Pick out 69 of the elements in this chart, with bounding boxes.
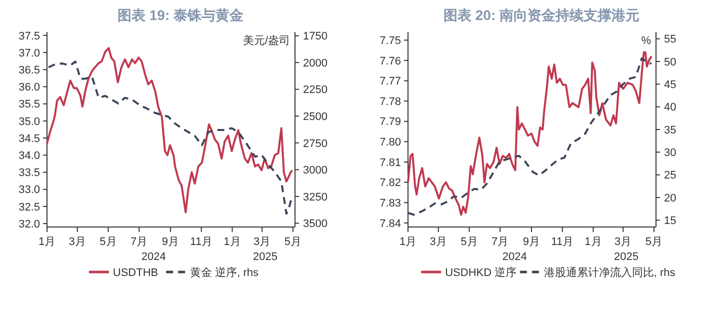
y2-tick-label: 50 — [664, 56, 676, 68]
x-tick-label: 5月 — [460, 236, 478, 248]
x-tick-label: 11月 — [551, 236, 574, 248]
y-tick-label: 7.79 — [380, 116, 401, 128]
y-tick-label: 37.5 — [18, 30, 40, 42]
y2-tick-label: 25 — [664, 170, 676, 182]
x-tick-label: 1月 — [38, 236, 56, 248]
legend-label: USDHKD 逆序 — [445, 266, 517, 279]
y-tick-label: 35.5 — [18, 98, 40, 111]
y-tick-label: 37.0 — [18, 47, 40, 60]
legend-label: 黄金 逆序, rhs — [190, 266, 260, 279]
y2-tick-label: 20 — [664, 192, 676, 204]
text: 2024 — [141, 251, 166, 263]
y-tick-label: 32.0 — [18, 218, 40, 230]
x-tick-label: 5月 — [645, 236, 663, 248]
x-tick-label: 9月 — [162, 236, 180, 248]
y2-tick-label: 45 — [664, 79, 676, 91]
y-tick-label: 7.82 — [380, 177, 401, 190]
legend-label: USDTHB — [112, 266, 158, 279]
text: 2024 — [502, 251, 527, 263]
x-tick-label: 7月 — [130, 236, 148, 248]
y-tick-label: 33.5 — [18, 167, 40, 180]
x-tick-label: 7月 — [492, 236, 509, 248]
y-tick-label: 32.5 — [18, 201, 40, 214]
y-tick-label: 36.5 — [18, 64, 40, 76]
y-tick-label: 33.0 — [18, 184, 40, 196]
y-tick-label: 7.84 — [380, 218, 401, 230]
y-tick-label: 34.5 — [18, 132, 40, 145]
text: 2025 — [253, 251, 278, 263]
y-tick-label: 34.0 — [18, 150, 40, 162]
y-tick-label: 35.0 — [18, 116, 40, 128]
y2-tick-label: 40 — [664, 102, 676, 114]
y-tick-label: 7.78 — [380, 96, 401, 108]
y2-tick-label: 35 — [664, 124, 676, 136]
y2-tick-label: 55 — [664, 34, 676, 46]
y2-axis-title: % — [641, 35, 652, 47]
y-tick-label: 7.80 — [380, 136, 401, 149]
y-tick-label: 7.75 — [380, 34, 401, 47]
y-tick-label: 7.76 — [380, 55, 401, 68]
y2-tick-label: 2750 — [303, 138, 328, 150]
y-tick-label: 7.83 — [380, 197, 401, 210]
y2-tick-label: 3500 — [303, 218, 328, 230]
y-tick-label: 36.0 — [18, 82, 40, 94]
y2-tick-label: 2000 — [303, 57, 328, 70]
y2-tick-label: 3000 — [303, 164, 328, 177]
x-tick-label: 11月 — [190, 236, 213, 248]
legend-label: 港股通累计净流入同比, rhs — [544, 266, 676, 279]
y-tick-label: 7.77 — [380, 76, 401, 88]
x-tick-label: 3月 — [430, 236, 447, 248]
text: 2025 — [614, 251, 638, 263]
x-tick-label: 3月 — [68, 236, 86, 248]
y-tick-label: 7.81 — [380, 156, 401, 169]
x-tick-label: 9月 — [522, 236, 540, 248]
y2-tick-label: 1750 — [303, 30, 328, 43]
x-tick-label: 1月 — [399, 236, 417, 248]
y2-tick-label: 30 — [664, 147, 676, 160]
x-tick-label: 3月 — [614, 236, 632, 248]
y2-tick-label: 3250 — [303, 191, 328, 204]
x-tick-label: 5月 — [284, 236, 302, 248]
y2-axis-title: 美元/盎司 — [242, 34, 290, 47]
x-tick-label: 3月 — [254, 236, 271, 248]
y2-tick-label: 2500 — [303, 110, 328, 123]
y2-tick-label: 15 — [664, 215, 676, 228]
chart-title: 图表 20: 南向资金持续支撑港元 — [443, 7, 640, 23]
chart-title: 图表 19: 泰铢与黄金 — [117, 7, 245, 23]
x-tick-label: 5月 — [100, 236, 117, 248]
y2-tick-label: 2250 — [303, 84, 328, 96]
x-tick-label: 1月 — [584, 236, 602, 248]
x-tick-label: 1月 — [224, 236, 241, 248]
